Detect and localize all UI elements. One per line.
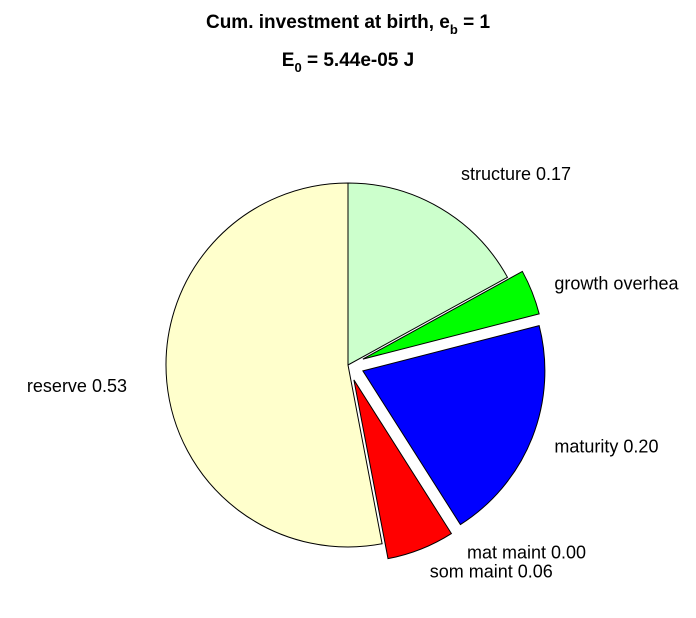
slice-label-structure: structure 0.17 <box>461 164 571 184</box>
pie-slice-structure <box>347 182 509 366</box>
slice-label-reserve: reserve 0.53 <box>27 376 127 396</box>
slice-label-som-maint: som maint 0.06 <box>430 561 553 581</box>
pie-labels: structure 0.17 growth overhea maturity 0.2… <box>27 164 680 581</box>
chart-subtitle-tail: = 5.44e-05 J <box>302 50 415 71</box>
chart-subtitle: E0 = 5.44e-05 J <box>282 50 414 75</box>
slice-label-growth-overhead: growth overhea <box>554 273 679 293</box>
chart-title: Cum. investment at birth, eb = 1 <box>206 12 490 37</box>
pie-slice-growth-overhead <box>362 270 540 360</box>
pie-slice-reserve <box>165 182 383 548</box>
pie-slices <box>165 182 546 560</box>
chart-subtitle-main: E <box>282 50 295 71</box>
chart-title-main: Cum. investment at birth, e <box>206 12 450 33</box>
pie-slice-som-maint <box>353 379 453 560</box>
chart-subtitle-subscript: 0 <box>294 60 301 75</box>
chart-title-tail: = 1 <box>458 12 491 33</box>
pie-slice-maturity <box>362 325 546 526</box>
slice-label-maturity: maturity 0.20 <box>554 437 658 457</box>
slice-label-mat-maint: mat maint 0.00 <box>467 542 586 562</box>
chart-title-subscript: b <box>450 22 458 37</box>
